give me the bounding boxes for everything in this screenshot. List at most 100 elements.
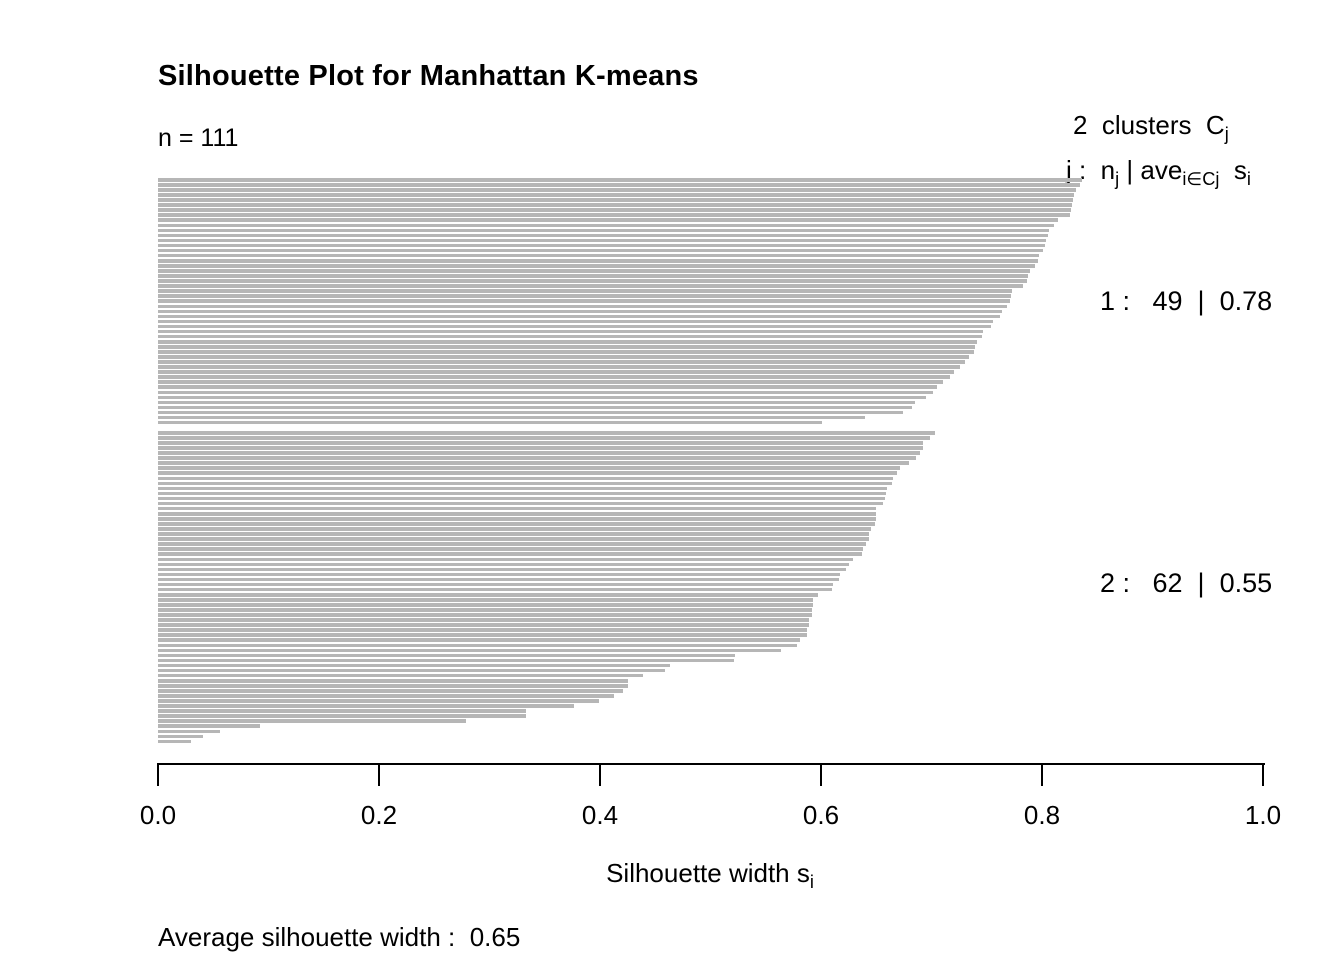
silhouette-bar-cluster-2 bbox=[158, 724, 260, 729]
silhouette-bar-cluster-2 bbox=[158, 618, 809, 622]
x-axis-tick bbox=[378, 763, 380, 786]
silhouette-bar-cluster-1 bbox=[158, 304, 1007, 309]
silhouette-bar-cluster-1 bbox=[158, 329, 984, 334]
silhouette-bar-cluster-2 bbox=[158, 496, 886, 501]
silhouette-bar-cluster-1 bbox=[158, 294, 1012, 298]
silhouette-bar-cluster-1 bbox=[158, 269, 1030, 273]
legend-formula-sub: j bbox=[1115, 169, 1120, 190]
silhouette-bar-cluster-1 bbox=[158, 264, 1036, 268]
silhouette-bar-cluster-2 bbox=[158, 451, 921, 455]
x-axis-tick-label: 0.0 bbox=[139, 800, 177, 830]
x-axis-tick bbox=[1262, 763, 1264, 786]
silhouette-bar-cluster-1 bbox=[158, 279, 1027, 283]
silhouette-bar-cluster-2 bbox=[158, 491, 887, 496]
cluster-2-stats: 2 : 62 | 0.55 bbox=[1100, 568, 1273, 598]
silhouette-bar-cluster-2 bbox=[158, 673, 644, 678]
silhouette-bar-cluster-1 bbox=[158, 319, 994, 324]
silhouette-bar-cluster-2 bbox=[158, 653, 735, 658]
x-axis-tick bbox=[820, 763, 822, 786]
silhouette-bar-cluster-1 bbox=[158, 344, 975, 349]
silhouette-bar-cluster-2 bbox=[158, 658, 734, 663]
silhouette-bar-cluster-1 bbox=[158, 334, 983, 339]
x-axis-tick-label: 0.6 bbox=[802, 800, 840, 830]
x-axis-tick-label: 0.2 bbox=[360, 800, 398, 830]
x-axis-tick bbox=[157, 763, 159, 786]
silhouette-bar-cluster-2 bbox=[158, 678, 628, 683]
silhouette-bar-cluster-2 bbox=[158, 522, 876, 526]
legend-formula: j : nj | avei∈Cj si bbox=[1066, 155, 1251, 190]
silhouette-bar-cluster-2 bbox=[158, 597, 814, 602]
silhouette-bar-cluster-1 bbox=[158, 193, 1074, 197]
silhouette-bar-cluster-2 bbox=[158, 734, 204, 739]
silhouette-bar-cluster-1 bbox=[158, 188, 1077, 192]
silhouette-bar-cluster-2 bbox=[158, 567, 847, 572]
silhouette-bar-cluster-1 bbox=[158, 309, 1003, 314]
silhouette-bar-cluster-2 bbox=[158, 532, 869, 536]
silhouette-bar-cluster-2 bbox=[158, 719, 467, 723]
silhouette-bar-cluster-2 bbox=[158, 481, 892, 486]
silhouette-bar-cluster-2 bbox=[158, 527, 871, 531]
silhouette-bar-cluster-1 bbox=[158, 299, 1010, 304]
legend-formula-sub: i∈Cj bbox=[1182, 169, 1220, 190]
silhouette-bar-cluster-1 bbox=[158, 233, 1048, 238]
silhouette-bar-cluster-2 bbox=[158, 623, 809, 627]
silhouette-bar-cluster-1 bbox=[158, 203, 1072, 207]
x-axis-tick bbox=[599, 763, 601, 786]
legend-cluster-count-sub: j bbox=[1224, 124, 1229, 145]
silhouette-bar-cluster-1 bbox=[158, 218, 1058, 223]
silhouette-bar-cluster-2 bbox=[158, 684, 628, 688]
legend-formula-sub: i bbox=[1246, 169, 1251, 190]
silhouette-bar-cluster-1 bbox=[158, 385, 937, 390]
silhouette-bar-cluster-2 bbox=[158, 517, 877, 521]
silhouette-bar-cluster-2 bbox=[158, 446, 923, 450]
legend-cluster-count: 2 clusters Cj bbox=[1073, 110, 1229, 145]
silhouette-bar-cluster-1 bbox=[158, 248, 1044, 253]
silhouette-bar-cluster-2 bbox=[158, 562, 849, 567]
x-axis-title-text: Silhouette width s bbox=[606, 858, 810, 888]
silhouette-bar-cluster-2 bbox=[158, 668, 666, 673]
silhouette-bar-cluster-2 bbox=[158, 663, 670, 668]
silhouette-bar-cluster-1 bbox=[158, 198, 1073, 202]
silhouette-bar-cluster-2 bbox=[158, 537, 869, 541]
silhouette-bar-cluster-2 bbox=[158, 486, 888, 491]
silhouette-bar-cluster-1 bbox=[158, 365, 961, 369]
silhouette-bar-cluster-1 bbox=[158, 405, 912, 410]
plot-title: Silhouette Plot for Manhattan K-means bbox=[158, 60, 699, 92]
legend-formula-part: s bbox=[1219, 155, 1247, 185]
silhouette-bar-cluster-2 bbox=[158, 592, 818, 597]
silhouette-bar-cluster-2 bbox=[158, 613, 813, 617]
silhouette-bar-cluster-1 bbox=[158, 289, 1013, 293]
silhouette-bar-cluster-2 bbox=[158, 704, 574, 708]
silhouette-bar-cluster-1 bbox=[158, 395, 926, 400]
silhouette-bar-cluster-1 bbox=[158, 339, 977, 344]
silhouette-bar-cluster-2 bbox=[158, 694, 615, 698]
silhouette-bar-cluster-2 bbox=[158, 714, 526, 718]
silhouette-bar-cluster-1 bbox=[158, 238, 1047, 243]
average-width-label: Average silhouette width : 0.65 bbox=[158, 922, 521, 952]
silhouette-bar-cluster-2 bbox=[158, 461, 910, 465]
silhouette-bar-cluster-2 bbox=[158, 648, 782, 653]
x-axis-tick-label: 1.0 bbox=[1244, 800, 1282, 830]
silhouette-bar-cluster-2 bbox=[158, 643, 797, 648]
silhouette-bar-cluster-2 bbox=[158, 628, 807, 632]
silhouette-bar-cluster-2 bbox=[158, 608, 813, 612]
silhouette-bar-cluster-2 bbox=[158, 511, 877, 516]
silhouette-bar-cluster-2 bbox=[158, 552, 862, 557]
x-axis-tick-label: 0.4 bbox=[581, 800, 619, 830]
silhouette-bar-cluster-2 bbox=[158, 456, 916, 460]
silhouette-bar-cluster-1 bbox=[158, 410, 903, 415]
silhouette-bar-cluster-2 bbox=[158, 699, 599, 703]
silhouette-bar-cluster-2 bbox=[158, 431, 935, 435]
silhouette-bar-cluster-1 bbox=[158, 213, 1070, 217]
silhouette-bar-cluster-2 bbox=[158, 603, 814, 607]
silhouette-bar-cluster-2 bbox=[158, 582, 834, 587]
silhouette-bar-cluster-1 bbox=[158, 355, 970, 359]
silhouette-bar-cluster-1 bbox=[158, 208, 1071, 212]
silhouette-bar-cluster-2 bbox=[158, 572, 840, 577]
silhouette-bar-cluster-2 bbox=[158, 476, 893, 481]
silhouette-bar-cluster-2 bbox=[158, 729, 220, 734]
x-axis-tick-label: 0.8 bbox=[1023, 800, 1061, 830]
x-axis-tick bbox=[1041, 763, 1043, 786]
silhouette-bar-cluster-2 bbox=[158, 587, 832, 592]
